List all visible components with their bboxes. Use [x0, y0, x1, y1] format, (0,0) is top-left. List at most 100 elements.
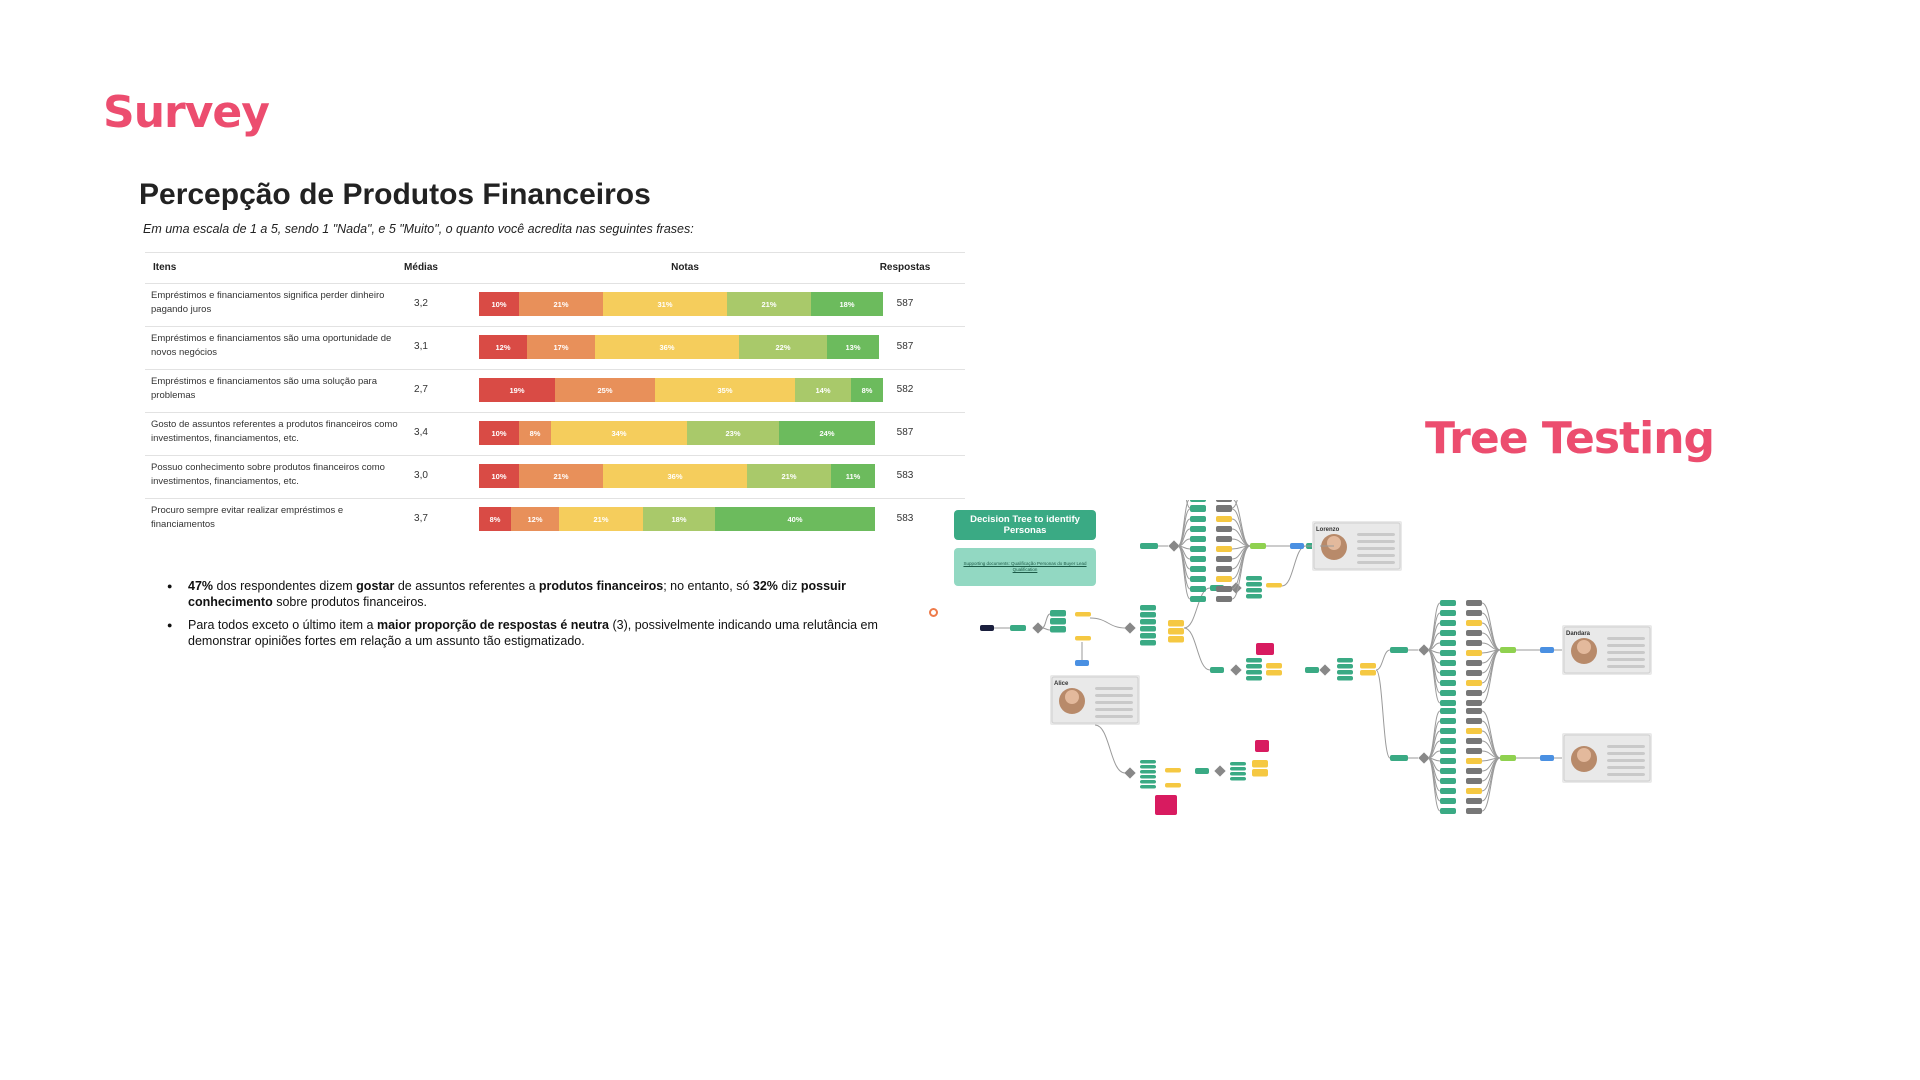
persona-text-line	[1607, 651, 1645, 654]
col-header-means: Médias	[404, 262, 438, 273]
table-row: Empréstimos e financiamentos são uma sol…	[145, 369, 965, 412]
option-node	[1168, 620, 1184, 627]
bar-segment-score-3: 31%	[603, 292, 727, 316]
persona-card-border	[1563, 734, 1651, 782]
connector-line	[1094, 724, 1126, 774]
persona-text-line	[1607, 644, 1645, 647]
answer-node	[1216, 546, 1232, 552]
option-node	[1440, 778, 1456, 784]
row-item-label: Gosto de assuntos referentes a produtos …	[151, 419, 398, 444]
row-divider	[145, 455, 965, 456]
answer-node	[1216, 500, 1232, 502]
persona-text-line	[1607, 773, 1645, 776]
row-mean-value: 3,1	[414, 341, 428, 352]
stacked-bar: 19% 25% 35% 14% 8%	[479, 378, 883, 402]
option-node	[1230, 777, 1246, 781]
option-node	[1440, 768, 1456, 774]
persona-text-line	[1357, 540, 1395, 543]
option-node	[1190, 506, 1206, 512]
option-node	[1140, 770, 1156, 774]
answer-node	[1466, 798, 1482, 804]
persona-text-line	[1357, 533, 1395, 536]
bar-segment-score-3: 35%	[655, 378, 795, 402]
table-row: Gosto de assuntos referentes a produtos …	[145, 412, 965, 455]
connector-line	[1427, 649, 1441, 704]
row-responses-value: 587	[896, 298, 914, 309]
option-node	[1075, 612, 1091, 617]
bar-segment-score-1: 8%	[479, 507, 511, 531]
answer-node	[1466, 768, 1482, 774]
bar-segment-score-2: 21%	[519, 292, 603, 316]
connector-line	[1231, 500, 1238, 509]
bar-segment-score-1: 10%	[479, 292, 519, 316]
note-node	[1155, 795, 1177, 815]
connector-line	[1427, 757, 1441, 812]
option-node	[1440, 708, 1456, 714]
option-node	[1252, 760, 1268, 768]
option-node	[1246, 658, 1262, 663]
option-node	[1140, 619, 1156, 625]
connector-line	[1375, 649, 1391, 671]
option-node	[1440, 630, 1456, 636]
option-node	[1440, 728, 1456, 734]
persona-name: Alice	[1054, 681, 1069, 687]
row-mean-value: 3,2	[414, 298, 428, 309]
persona-card-border	[1313, 522, 1401, 570]
bar-segment-score-5: 40%	[715, 507, 875, 531]
decision-diamond-node	[1319, 664, 1331, 676]
answer-node	[1466, 708, 1482, 714]
option-node	[1440, 798, 1456, 804]
result-node	[1250, 543, 1266, 549]
bar-segment-score-2: 25%	[555, 378, 655, 402]
row-responses-value: 583	[896, 513, 914, 524]
branch-start-node	[1390, 755, 1408, 761]
option-node	[1050, 610, 1066, 617]
option-node	[1337, 658, 1353, 663]
option-node	[1140, 785, 1156, 789]
connector-line	[1481, 649, 1501, 704]
connector-line	[1089, 617, 1127, 629]
connector-line	[1183, 587, 1211, 629]
connector-line	[1041, 627, 1051, 631]
option-node	[1440, 640, 1456, 646]
col-header-scores: Notas	[671, 262, 699, 273]
persona-text-line	[1607, 658, 1645, 661]
answer-node	[1216, 526, 1232, 532]
connector-line	[1183, 627, 1211, 671]
option-node	[1165, 768, 1181, 773]
answer-node	[1466, 610, 1482, 616]
sub-node	[1210, 667, 1224, 673]
insights-list: 47% dos respondentes dizem gostar de ass…	[163, 578, 923, 656]
answer-node	[1216, 556, 1232, 562]
option-node	[1165, 783, 1181, 788]
row-divider	[145, 412, 965, 413]
persona-text-line	[1095, 687, 1133, 690]
connector-line	[1281, 545, 1307, 587]
persona-face	[1327, 536, 1341, 550]
decision-diamond-node	[1418, 644, 1430, 656]
bar-segment-score-5: 18%	[811, 292, 883, 316]
answer-node	[1466, 640, 1482, 646]
option-node	[1190, 596, 1206, 602]
table-row: Empréstimos e financiamentos são uma opo…	[145, 326, 965, 369]
option-node	[1140, 760, 1156, 764]
row-divider	[145, 369, 965, 370]
persona-name: Dandara	[1566, 631, 1591, 637]
bar-segment-score-5: 11%	[831, 464, 875, 488]
answer-node	[1216, 576, 1232, 582]
persona-card-border	[1051, 676, 1139, 724]
option-node	[1230, 762, 1246, 766]
option-node	[1140, 780, 1156, 784]
bar-segment-score-4: 14%	[795, 378, 851, 402]
option-node	[1140, 605, 1156, 611]
answer-node	[1466, 680, 1482, 686]
persona-face	[1577, 748, 1591, 762]
row-mean-value: 3,7	[414, 513, 428, 524]
chart-title: Percepção de Produtos Financeiros	[139, 178, 651, 211]
answer-node	[1216, 536, 1232, 542]
option-node	[1190, 566, 1206, 572]
option-node	[1266, 663, 1282, 669]
option-node	[1440, 620, 1456, 626]
connector-line	[1177, 508, 1191, 547]
decision-tree-canvas: AliceAliceLorenzoDandara	[980, 500, 1652, 815]
